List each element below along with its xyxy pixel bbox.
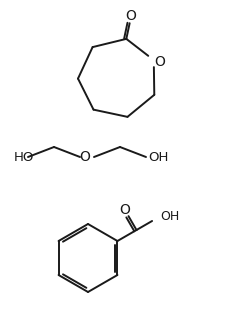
Text: HO: HO bbox=[14, 150, 34, 164]
Text: O: O bbox=[80, 150, 91, 164]
Text: OH: OH bbox=[161, 210, 180, 222]
Text: O: O bbox=[120, 203, 131, 217]
Text: O: O bbox=[126, 9, 137, 23]
Text: OH: OH bbox=[148, 150, 168, 164]
Text: O: O bbox=[154, 55, 165, 69]
